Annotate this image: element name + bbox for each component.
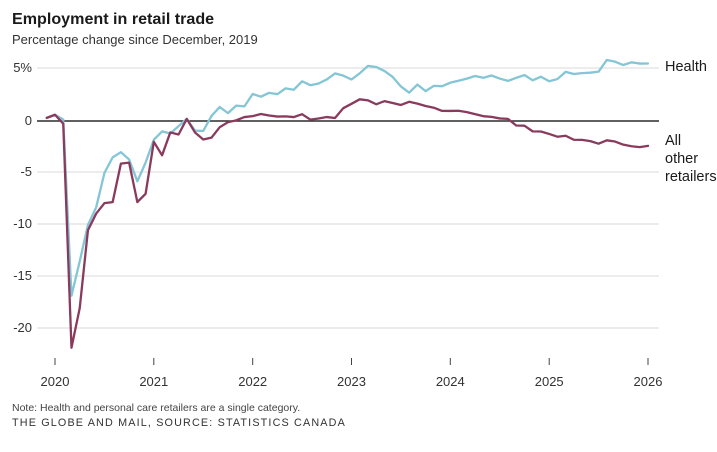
svg-text:-15: -15	[13, 268, 32, 283]
svg-text:other: other	[665, 151, 698, 167]
svg-text:-5: -5	[20, 164, 32, 179]
svg-text:2021: 2021	[139, 374, 168, 389]
svg-text:0: 0	[25, 113, 32, 128]
svg-text:-20: -20	[13, 320, 32, 335]
svg-text:2024: 2024	[436, 374, 465, 389]
svg-text:Health: Health	[665, 59, 707, 75]
svg-text:2023: 2023	[337, 374, 366, 389]
svg-text:retailers: retailers	[665, 169, 717, 185]
svg-text:All: All	[665, 133, 681, 149]
svg-text:2020: 2020	[41, 374, 70, 389]
svg-text:-10: -10	[13, 216, 32, 231]
svg-text:2022: 2022	[238, 374, 267, 389]
svg-text:2025: 2025	[535, 374, 564, 389]
svg-text:5%: 5%	[13, 60, 32, 75]
svg-text:2026: 2026	[634, 374, 663, 389]
